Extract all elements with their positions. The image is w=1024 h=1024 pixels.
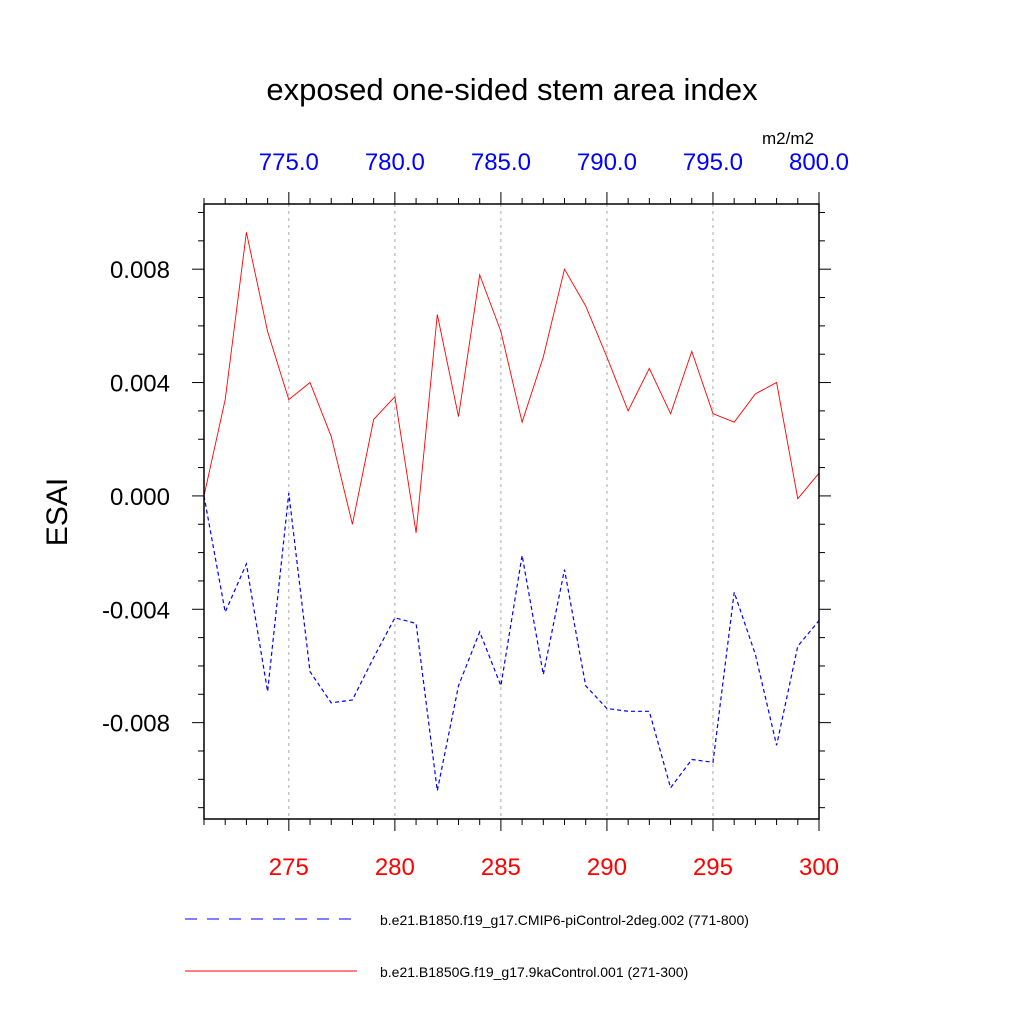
top-tick-label-795.0: 795.0 [683, 149, 743, 176]
units-label: m2/m2 [762, 129, 814, 148]
top-tick-label-800.0: 800.0 [789, 149, 849, 176]
axis-ticks [192, 192, 831, 831]
top-tick-label-775.0: 775.0 [259, 149, 319, 176]
legend: b.e21.B1850.f19_g17.CMIP6-piControl-2deg… [185, 912, 749, 980]
bottom-tick-label-290: 290 [587, 854, 627, 881]
y-tick-label-0.008: 0.008 [110, 257, 170, 284]
top-tick-label-780.0: 780.0 [365, 149, 425, 176]
y-tick-label--0.008: -0.008 [102, 711, 170, 738]
series-line-1 [203, 232, 820, 533]
bottom-tick-label-280: 280 [375, 854, 415, 881]
series-lines [203, 232, 820, 791]
legend-label-piControl: b.e21.B1850.f19_g17.CMIP6-piControl-2deg… [380, 912, 749, 928]
chart-title: exposed one-sided stem area index [266, 72, 758, 107]
legend-label-9kaControl: b.e21.B1850G.f19_g17.9kaControl.001 (271… [380, 964, 688, 980]
plot-frame [203, 203, 820, 820]
y-axis-label: ESAI [41, 478, 74, 546]
y-tick-label--0.004: -0.004 [102, 597, 170, 624]
top-tick-label-790.0: 790.0 [577, 149, 637, 176]
axis-tick-labels: 275 280 285 290 295 300 775.0 780.0 785.0 790.0 79… [102, 149, 849, 881]
series-line-0 [203, 493, 820, 791]
grid-lines [288, 204, 714, 819]
bottom-tick-label-300: 300 [799, 854, 839, 881]
y-tick-label-0.004: 0.004 [110, 371, 170, 398]
bottom-tick-label-295: 295 [693, 854, 733, 881]
bottom-tick-label-285: 285 [481, 854, 521, 881]
top-tick-label-785.0: 785.0 [471, 149, 531, 176]
bottom-tick-label-275: 275 [269, 854, 309, 881]
y-tick-label-0.000: 0.000 [110, 484, 170, 511]
